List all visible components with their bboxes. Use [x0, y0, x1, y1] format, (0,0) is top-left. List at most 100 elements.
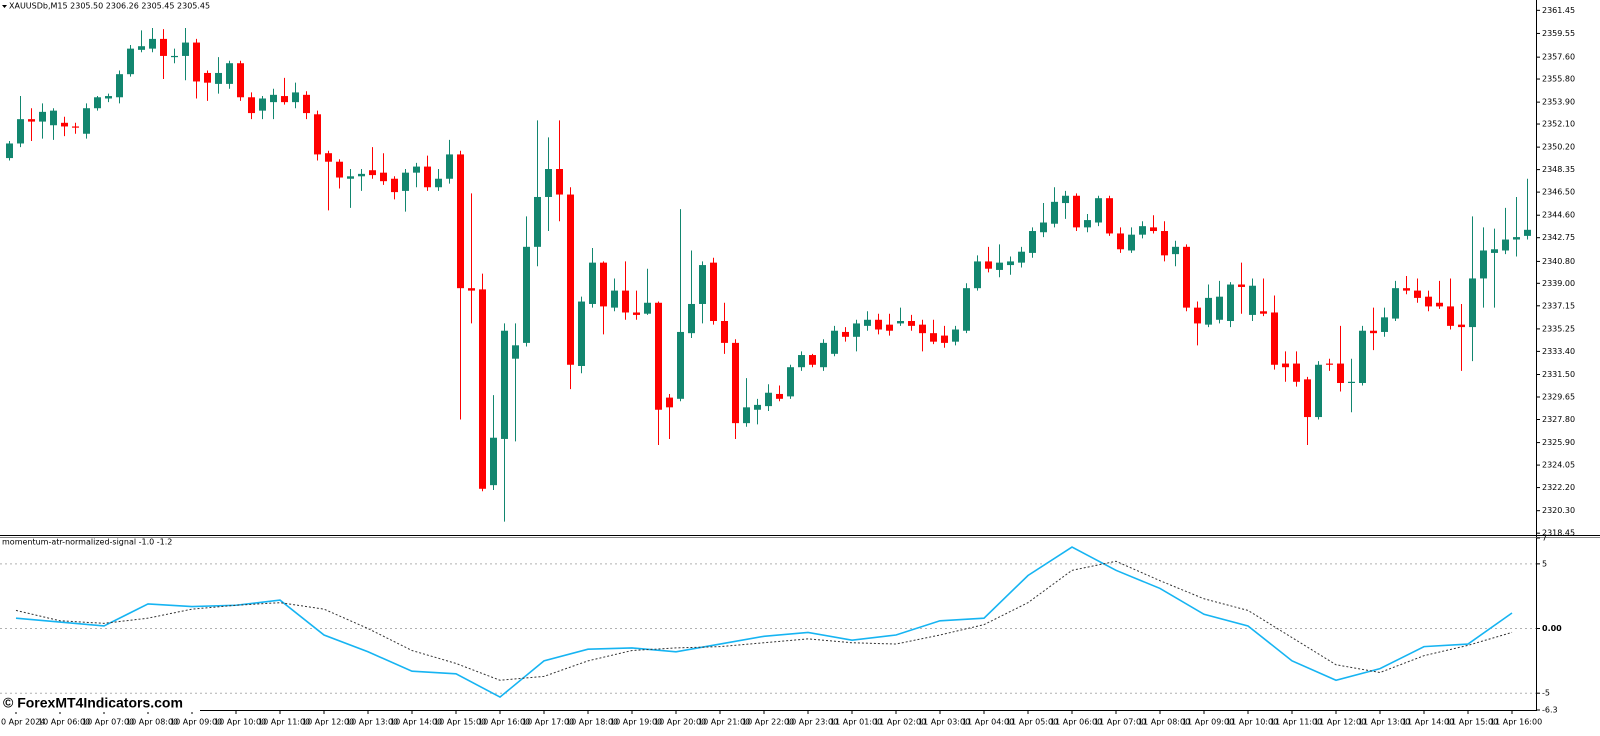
candle-body: [1425, 296, 1432, 307]
candle-body: [556, 169, 563, 195]
candle-body: [776, 393, 783, 399]
x-tick-label: 11 Apr 04:00: [962, 718, 1014, 727]
candle-body: [512, 345, 519, 359]
candle-body: [622, 290, 629, 313]
x-tick-label: 10 Apr 10:00: [214, 718, 266, 727]
candle-body: [138, 46, 145, 50]
candle-body: [1161, 231, 1168, 256]
candle-body: [1095, 198, 1102, 223]
candle-body: [6, 143, 13, 159]
candle-body: [1073, 195, 1080, 228]
candle-body: [1040, 222, 1047, 233]
y-tick-label: 2344.60: [1542, 211, 1575, 220]
x-tick-label: 11 Apr 01:00: [830, 718, 882, 727]
candle-body: [336, 161, 343, 178]
candle-body: [809, 355, 816, 365]
candle-body: [919, 324, 926, 334]
candle-body: [688, 303, 695, 334]
x-tick-label: 10 Apr 13:00: [346, 718, 398, 727]
y-tick-label: 2340.80: [1542, 257, 1575, 266]
x-tick-label: 11 Apr 15:00: [1446, 718, 1498, 727]
x-tick-label: 10 Apr 22:00: [742, 718, 794, 727]
candle-body: [1062, 195, 1069, 204]
candle-body: [831, 330, 838, 354]
x-tick-label: 10 Apr 18:00: [566, 718, 618, 727]
y-tick-label: 2329.65: [1542, 392, 1575, 401]
candle-body: [1469, 278, 1476, 328]
candle-body: [94, 97, 101, 109]
candle-body: [644, 302, 651, 314]
x-tick-label: 10 Apr 20:00: [654, 718, 706, 727]
candle-body: [710, 262, 717, 321]
candle-body: [314, 114, 321, 155]
candle-body: [1172, 246, 1179, 255]
x-tick-label: 11 Apr 16:00: [1490, 718, 1542, 727]
candle-body: [358, 173, 365, 177]
candle-body: [149, 38, 156, 49]
y-tick-label: 0.00: [1542, 624, 1562, 633]
x-tick-label: 11 Apr 11:00: [1270, 718, 1322, 727]
candle-body: [1227, 284, 1234, 321]
candle-body: [1183, 246, 1190, 308]
candle-body: [28, 119, 35, 122]
candle-body: [259, 98, 266, 111]
candle-body: [666, 397, 673, 408]
candle-body: [1194, 307, 1201, 324]
candle-body: [501, 330, 508, 439]
candle-body: [1260, 311, 1267, 314]
candle-body: [457, 154, 464, 289]
candle-body: [1293, 363, 1300, 382]
candle-body: [611, 290, 618, 308]
candle-body: [677, 331, 684, 399]
candle-body: [160, 38, 167, 56]
candle-body: [798, 355, 805, 368]
y-tick-label: 2352.10: [1542, 120, 1575, 129]
candle-body: [908, 321, 915, 326]
candle-body: [820, 342, 827, 368]
candle-body: [765, 392, 772, 407]
candle-body: [413, 166, 420, 173]
candle-body: [1117, 233, 1124, 250]
x-tick-label: 10 Apr 12:00: [302, 718, 354, 727]
candle-body: [402, 172, 409, 191]
candle-body: [171, 55, 178, 58]
y-tick-label: 2327.80: [1542, 415, 1575, 424]
watermark-background: [0, 695, 200, 712]
watermark-text: © ForexMT4Indicators.com: [3, 695, 183, 711]
y-tick-label: 2333.40: [1542, 347, 1575, 356]
candle-body: [1249, 285, 1256, 315]
candle-body: [985, 261, 992, 269]
y-tick-label: 2331.50: [1542, 370, 1575, 379]
x-tick-label: 11 Apr 09:00: [1182, 718, 1234, 727]
x-tick-label: 11 Apr 06:00: [1050, 718, 1102, 727]
y-tick-label: 2357.60: [1542, 53, 1575, 62]
candle-body: [897, 321, 904, 324]
candle-body: [875, 319, 882, 330]
candle-body: [204, 72, 211, 83]
candle-body: [1502, 239, 1509, 251]
x-tick-label: 10 Apr 06:00: [38, 718, 90, 727]
candle-body: [347, 176, 354, 179]
candle-body: [39, 111, 46, 122]
candle-body: [1315, 364, 1322, 418]
candle-body: [490, 437, 497, 486]
candle-body: [215, 72, 222, 84]
candle-body: [1304, 379, 1311, 418]
candle-body: [83, 108, 90, 134]
candle-body: [1337, 363, 1344, 384]
candle-body: [1348, 381, 1355, 384]
candle-body: [1414, 290, 1421, 298]
candle-body: [193, 42, 200, 82]
candle-body: [424, 166, 431, 188]
y-tick-label: 2324.05: [1542, 461, 1575, 470]
candle-body: [534, 196, 541, 247]
candle-body: [1106, 198, 1113, 234]
candle-body: [721, 321, 728, 343]
y-tick-label: 2325.90: [1542, 438, 1575, 447]
candle-body: [435, 178, 442, 188]
candle-body: [1139, 226, 1146, 235]
candle-body: [105, 96, 112, 99]
y-tick-label: 2361.45: [1542, 6, 1575, 15]
